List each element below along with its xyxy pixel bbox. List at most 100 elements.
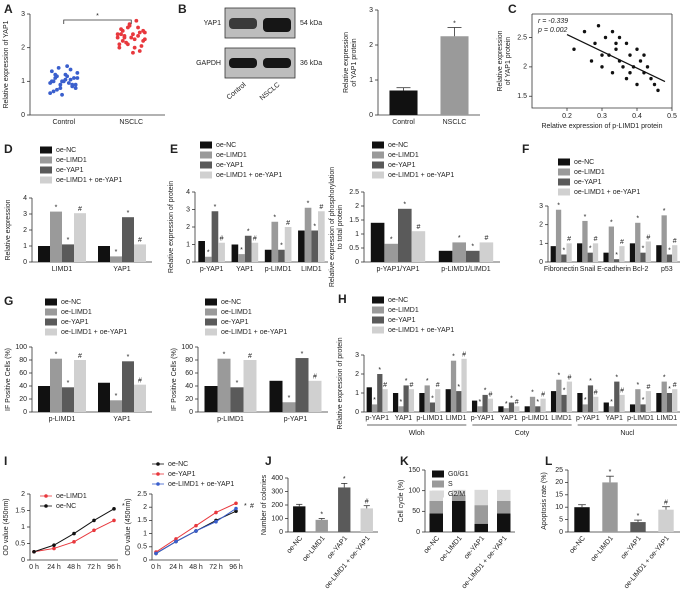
y-tick-label: 1 bbox=[21, 524, 25, 531]
x-tick-label: p-YAP1 bbox=[365, 415, 389, 422]
x-tick-label: Control bbox=[52, 119, 75, 126]
significance: * bbox=[589, 246, 592, 253]
y-tick-label: 2 bbox=[143, 504, 147, 511]
bar bbox=[110, 256, 122, 262]
point bbox=[112, 518, 116, 523]
y-axis-label: of YAP1 protein bbox=[351, 38, 358, 86]
x-tick-label: E-cadherin bbox=[597, 266, 631, 273]
annotation: # bbox=[250, 503, 254, 510]
significance: * bbox=[557, 373, 560, 380]
significance: * bbox=[273, 215, 276, 222]
legend-swatch bbox=[558, 158, 570, 166]
significance: * bbox=[615, 252, 618, 259]
group-label: Nucl bbox=[620, 430, 634, 437]
y-tick-label: 3 bbox=[23, 211, 27, 218]
bar bbox=[556, 379, 562, 412]
bar bbox=[278, 249, 285, 262]
bar bbox=[535, 406, 541, 412]
significance: * bbox=[458, 235, 461, 242]
bar bbox=[371, 404, 378, 412]
legend-swatch bbox=[205, 328, 217, 336]
y-axis-label: to total protein bbox=[337, 205, 344, 249]
point bbox=[92, 528, 96, 533]
significance: * bbox=[343, 476, 346, 483]
legend-label: oe-NC bbox=[574, 159, 594, 166]
y-tick-label: 2 bbox=[523, 64, 527, 71]
y-tick-label: 0 bbox=[23, 259, 27, 266]
x-tick-label: 24 h bbox=[169, 564, 183, 571]
bar bbox=[382, 389, 388, 412]
significance: * bbox=[288, 395, 291, 402]
bar bbox=[338, 487, 351, 532]
point bbox=[174, 537, 178, 541]
legend-label: oe-NC bbox=[221, 299, 241, 306]
panel-letter: I bbox=[4, 454, 7, 468]
x-tick-label: p-YAP1 bbox=[200, 266, 224, 273]
legend-swatch bbox=[40, 166, 52, 174]
significance: # bbox=[594, 390, 598, 397]
bar bbox=[593, 396, 599, 412]
point bbox=[52, 546, 56, 551]
bar bbox=[318, 211, 325, 262]
y-tick-label: 1 bbox=[23, 243, 27, 250]
x-tick-label: p-LIMD1 bbox=[522, 415, 549, 422]
dot bbox=[119, 32, 123, 37]
bar bbox=[666, 254, 673, 262]
y-tick-label: 0.5 bbox=[15, 540, 25, 547]
legend-label: oe-YAP1 bbox=[221, 319, 249, 326]
y-tick-label: 100 bbox=[408, 488, 420, 495]
dot bbox=[142, 37, 147, 42]
bar-segment bbox=[452, 489, 466, 495]
legend-swatch bbox=[45, 308, 57, 316]
significance: * bbox=[403, 202, 406, 209]
y-tick-label: 3 bbox=[355, 352, 359, 359]
y-tick-label: 3 bbox=[539, 203, 543, 210]
legend-swatch bbox=[372, 171, 384, 179]
significance-bracket bbox=[63, 19, 132, 24]
x-tick-label: LIMD1 bbox=[52, 266, 73, 273]
bar bbox=[293, 506, 306, 532]
significance: * bbox=[589, 378, 592, 385]
legend-label: oe-NC bbox=[388, 142, 408, 149]
point bbox=[603, 35, 608, 40]
x-tick-label: oe-LIMD1 bbox=[439, 535, 464, 563]
point bbox=[656, 88, 660, 93]
dot bbox=[136, 33, 140, 38]
blot-band bbox=[229, 58, 257, 68]
significance: # bbox=[78, 206, 82, 213]
x-tick-label: LIMD1 bbox=[446, 415, 467, 422]
significance: * bbox=[313, 223, 316, 230]
bar bbox=[295, 358, 309, 412]
y-tick-label: 0 bbox=[416, 529, 420, 536]
dot bbox=[68, 67, 73, 72]
panel-letter: H bbox=[338, 292, 347, 306]
point bbox=[194, 523, 198, 528]
legend-label: G2/M bbox=[448, 491, 465, 498]
bar bbox=[635, 389, 641, 412]
significance: # bbox=[462, 352, 466, 359]
dot bbox=[51, 89, 56, 94]
x-tick-label: p-YAP1 bbox=[471, 415, 495, 422]
dot bbox=[48, 91, 53, 96]
bar bbox=[204, 256, 212, 262]
legend-swatch bbox=[205, 308, 217, 316]
point bbox=[645, 65, 650, 69]
significance: * bbox=[584, 214, 587, 221]
y-tick-label: 0 bbox=[559, 529, 563, 536]
x-tick-label: p-LIMD1 bbox=[627, 415, 654, 422]
point bbox=[596, 24, 601, 28]
bar bbox=[403, 385, 409, 412]
x-tick-label: LIMD1 bbox=[301, 266, 322, 273]
point bbox=[614, 47, 618, 51]
significance: * bbox=[471, 244, 474, 251]
significance: * bbox=[562, 247, 565, 254]
significance: * bbox=[405, 378, 408, 385]
significance: * bbox=[96, 13, 99, 20]
significance: * bbox=[223, 352, 226, 359]
legend-label: oe-YAP1 bbox=[388, 317, 416, 324]
panel-letter: D bbox=[4, 142, 13, 156]
point bbox=[614, 41, 618, 46]
legend-swatch bbox=[45, 318, 57, 326]
x-tick-label: p-LIMD1 bbox=[265, 266, 292, 273]
bar bbox=[244, 235, 252, 262]
